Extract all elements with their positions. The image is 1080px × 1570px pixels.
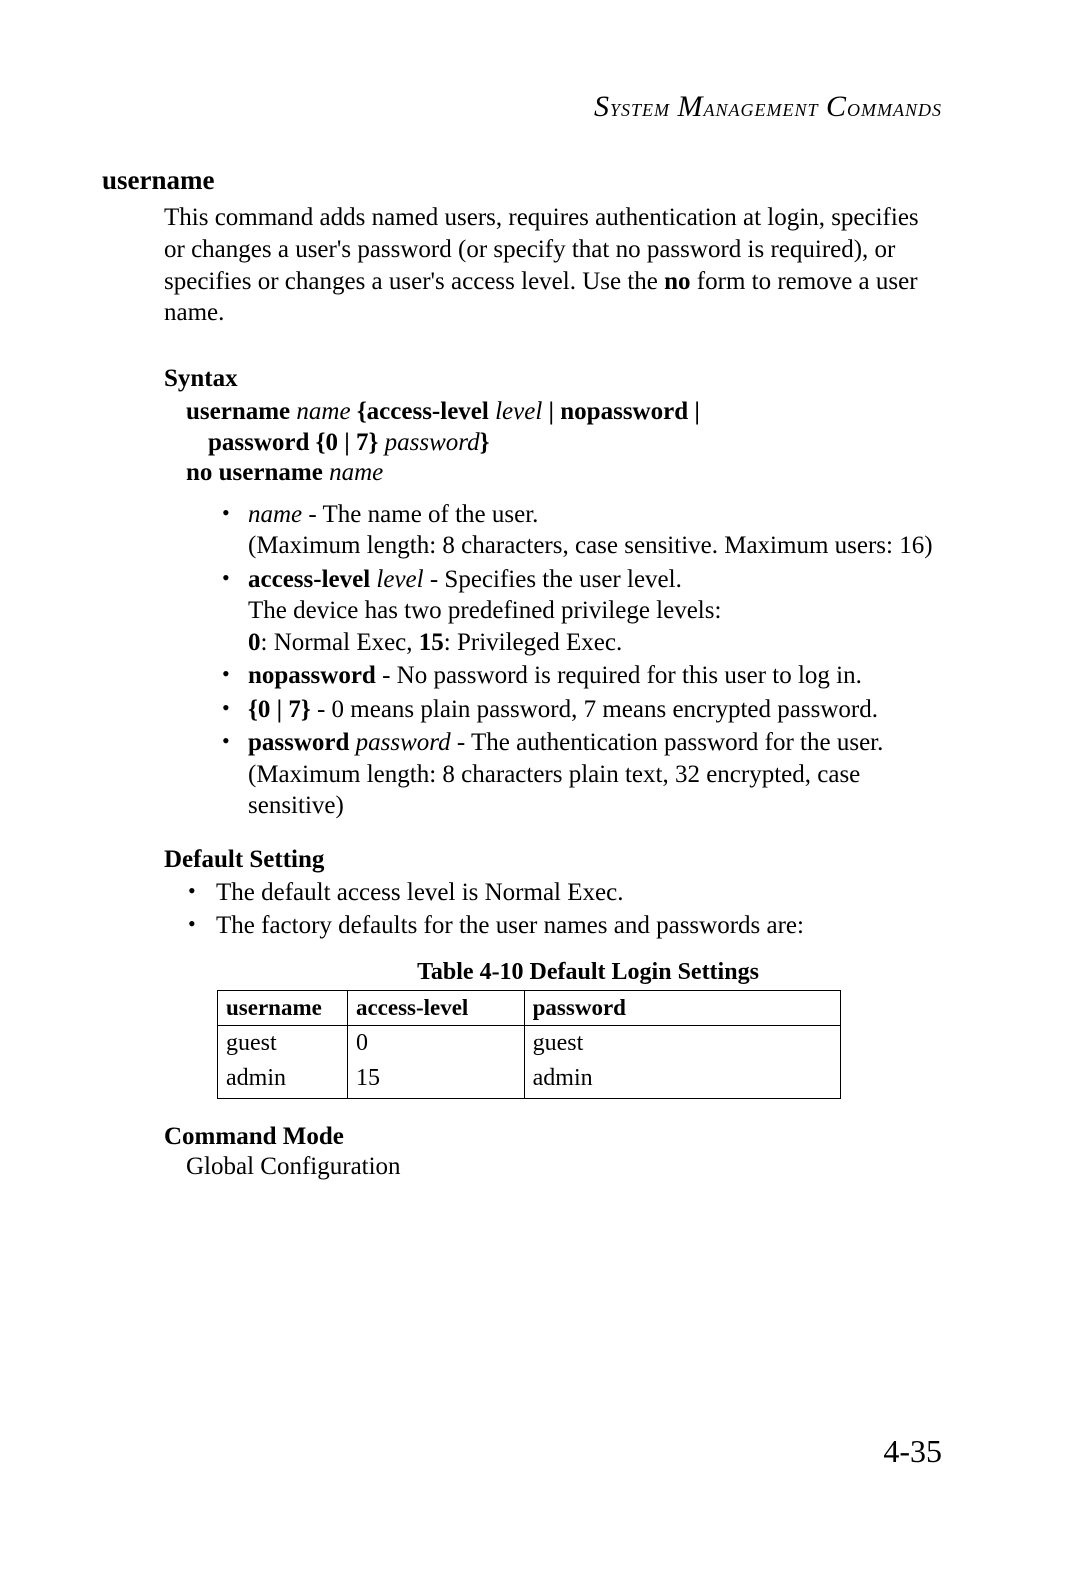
syntax-line-1: username name {access-level level | nopa… <box>186 397 942 428</box>
param-access-level: access-level level - Specifies the user … <box>222 564 958 659</box>
param-nopassword: nopassword - No password is required for… <box>222 660 958 692</box>
syntax-pipe-2: | <box>688 398 700 425</box>
param-level-0: 0 <box>248 629 261 656</box>
syntax-kw-no-username: no username <box>186 459 323 486</box>
intro-paragraph: This command adds named users, requires … <box>164 202 942 329</box>
syntax-arg-password: password <box>385 429 480 456</box>
rh-anagement: anagement <box>703 93 826 122</box>
table-row: admin 15 admin <box>218 1061 841 1099</box>
syntax-block: username name {access-level level | nopa… <box>186 397 942 489</box>
param-07-desc: - 0 means plain password, 7 means encryp… <box>311 696 878 723</box>
rh-M: M <box>677 90 703 123</box>
cell-r1-c0: admin <box>218 1061 348 1099</box>
param-password-kw: password <box>248 729 349 756</box>
rh-C: C <box>826 90 847 123</box>
running-header: System Management Commands <box>594 90 942 124</box>
rh-S: S <box>594 90 610 123</box>
param-name-sub: (Maximum length: 8 characters, case sens… <box>248 532 933 559</box>
param-name-desc: - The name of the user. <box>302 501 538 528</box>
syntax-kw-nopassword: nopassword <box>560 398 688 425</box>
cell-r1-c2: admin <box>524 1061 840 1099</box>
syntax-arg-name: name <box>296 398 350 425</box>
param-level-15-txt: : Privileged Exec. <box>444 629 622 656</box>
th-accesslevel: access-level <box>347 990 524 1025</box>
syntax-heading: Syntax <box>164 365 942 393</box>
rh-ystem: ystem <box>610 93 678 122</box>
param-accesslevel-kw: access-level <box>248 566 370 593</box>
param-accesslevel-line2: The device has two predefined privilege … <box>248 597 721 624</box>
parameter-list: name - The name of the user. (Maximum le… <box>222 499 942 822</box>
syntax-arg-level: level <box>495 398 542 425</box>
rh-ommands: ommands <box>847 93 942 122</box>
syntax-zero-seven: {0 | 7} <box>309 429 384 456</box>
command-mode-heading: Command Mode <box>164 1123 942 1151</box>
syntax-line-3: no username name <box>186 458 942 489</box>
param-name-kw: name <box>248 501 302 528</box>
default-setting-heading: Default Setting <box>164 846 942 874</box>
table-header-row: username access-level password <box>218 990 841 1025</box>
th-password: password <box>524 990 840 1025</box>
param-password: password password - The authentication p… <box>222 727 958 822</box>
param-nopassword-kw: nopassword <box>248 662 376 689</box>
param-07-kw: {0 | 7} <box>248 696 311 723</box>
param-zero-seven: {0 | 7} - 0 means plain password, 7 mean… <box>222 694 958 726</box>
default-setting-list: The default access level is Normal Exec.… <box>186 876 942 943</box>
default-item-1: The default access level is Normal Exec. <box>186 876 942 910</box>
content-region: username This command adds named users, … <box>102 165 942 1181</box>
param-password-arg: password <box>356 729 451 756</box>
default-login-table: username access-level password guest 0 g… <box>217 990 841 1099</box>
page: System Management Commands username This… <box>0 0 1080 1570</box>
syntax-brace-close: } <box>480 429 490 456</box>
param-nopassword-desc: - No password is required for this user … <box>376 662 862 689</box>
cell-r0-c2: guest <box>524 1025 840 1061</box>
intro-no-keyword: no <box>664 268 690 295</box>
syntax-kw-username: username <box>186 398 290 425</box>
param-name: name - The name of the user. (Maximum le… <box>222 499 958 562</box>
page-number: 4-35 <box>883 1433 942 1470</box>
param-level-15: 15 <box>419 629 444 656</box>
default-item-2: The factory defaults for the user names … <box>186 909 942 943</box>
command-name-heading: username <box>102 165 942 196</box>
syntax-kw-password: password <box>208 429 309 456</box>
syntax-brace-open: { <box>351 398 367 425</box>
cell-r0-c1: 0 <box>347 1025 524 1061</box>
param-level-0-txt: : Normal Exec, <box>261 629 419 656</box>
syntax-line-2: password {0 | 7} password} <box>186 428 942 459</box>
param-accesslevel-arg: level <box>376 566 423 593</box>
table-caption: Table 4-10 Default Login Settings <box>217 959 959 986</box>
th-username: username <box>218 990 348 1025</box>
syntax-kw-accesslevel: access-level <box>367 398 489 425</box>
cell-r1-c1: 15 <box>347 1061 524 1099</box>
syntax-pipe-1: | <box>542 398 560 425</box>
table-row: guest 0 guest <box>218 1025 841 1061</box>
command-mode-value: Global Configuration <box>186 1153 942 1181</box>
cell-r0-c0: guest <box>218 1025 348 1061</box>
param-accesslevel-desc: - Specifies the user level. <box>424 566 682 593</box>
syntax-arg-name-2: name <box>329 459 383 486</box>
